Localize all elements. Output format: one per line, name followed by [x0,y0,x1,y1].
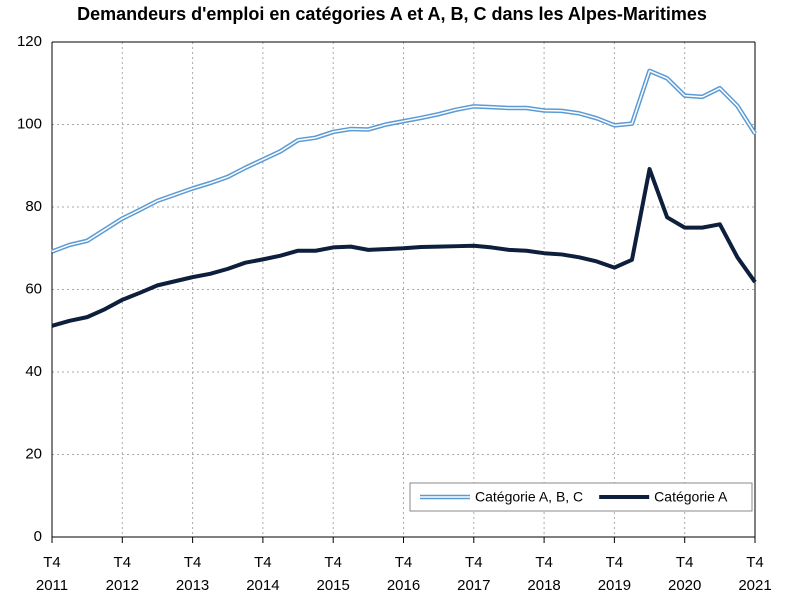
x-tick-label: T4 2015 [316,554,350,594]
y-tick-label: 80 [25,198,42,215]
y-tick-label: 40 [25,363,42,380]
legend-label: Catégorie A [654,489,728,505]
series-line [51,167,757,328]
y-tick-label: 60 [25,280,42,297]
legend-label: Catégorie A, B, C [475,489,583,505]
x-tick-label: T4 2016 [386,554,421,594]
x-tick-label: T4 2011 [35,554,69,594]
chart-title: Demandeurs d'emploi en catégories A et A… [77,4,707,24]
series-line-inner [51,70,756,253]
x-tick-label: T4 2018 [527,554,561,594]
x-tick-label: T4 2019 [597,554,632,594]
x-tick-label: T4 2014 [246,554,280,594]
x-tick-label: T4 2020 [668,554,702,594]
y-tick-label: 0 [34,528,42,545]
y-tick-label: 100 [17,115,42,132]
y-tick-label: 120 [17,33,42,50]
x-tick-label: T4 2012 [105,554,139,594]
x-tick-label: T4 2017 [457,554,491,594]
y-tick-label: 20 [25,445,42,462]
x-tick-label: T4 2021 [738,554,772,594]
x-tick-label: T4 2013 [175,554,210,594]
